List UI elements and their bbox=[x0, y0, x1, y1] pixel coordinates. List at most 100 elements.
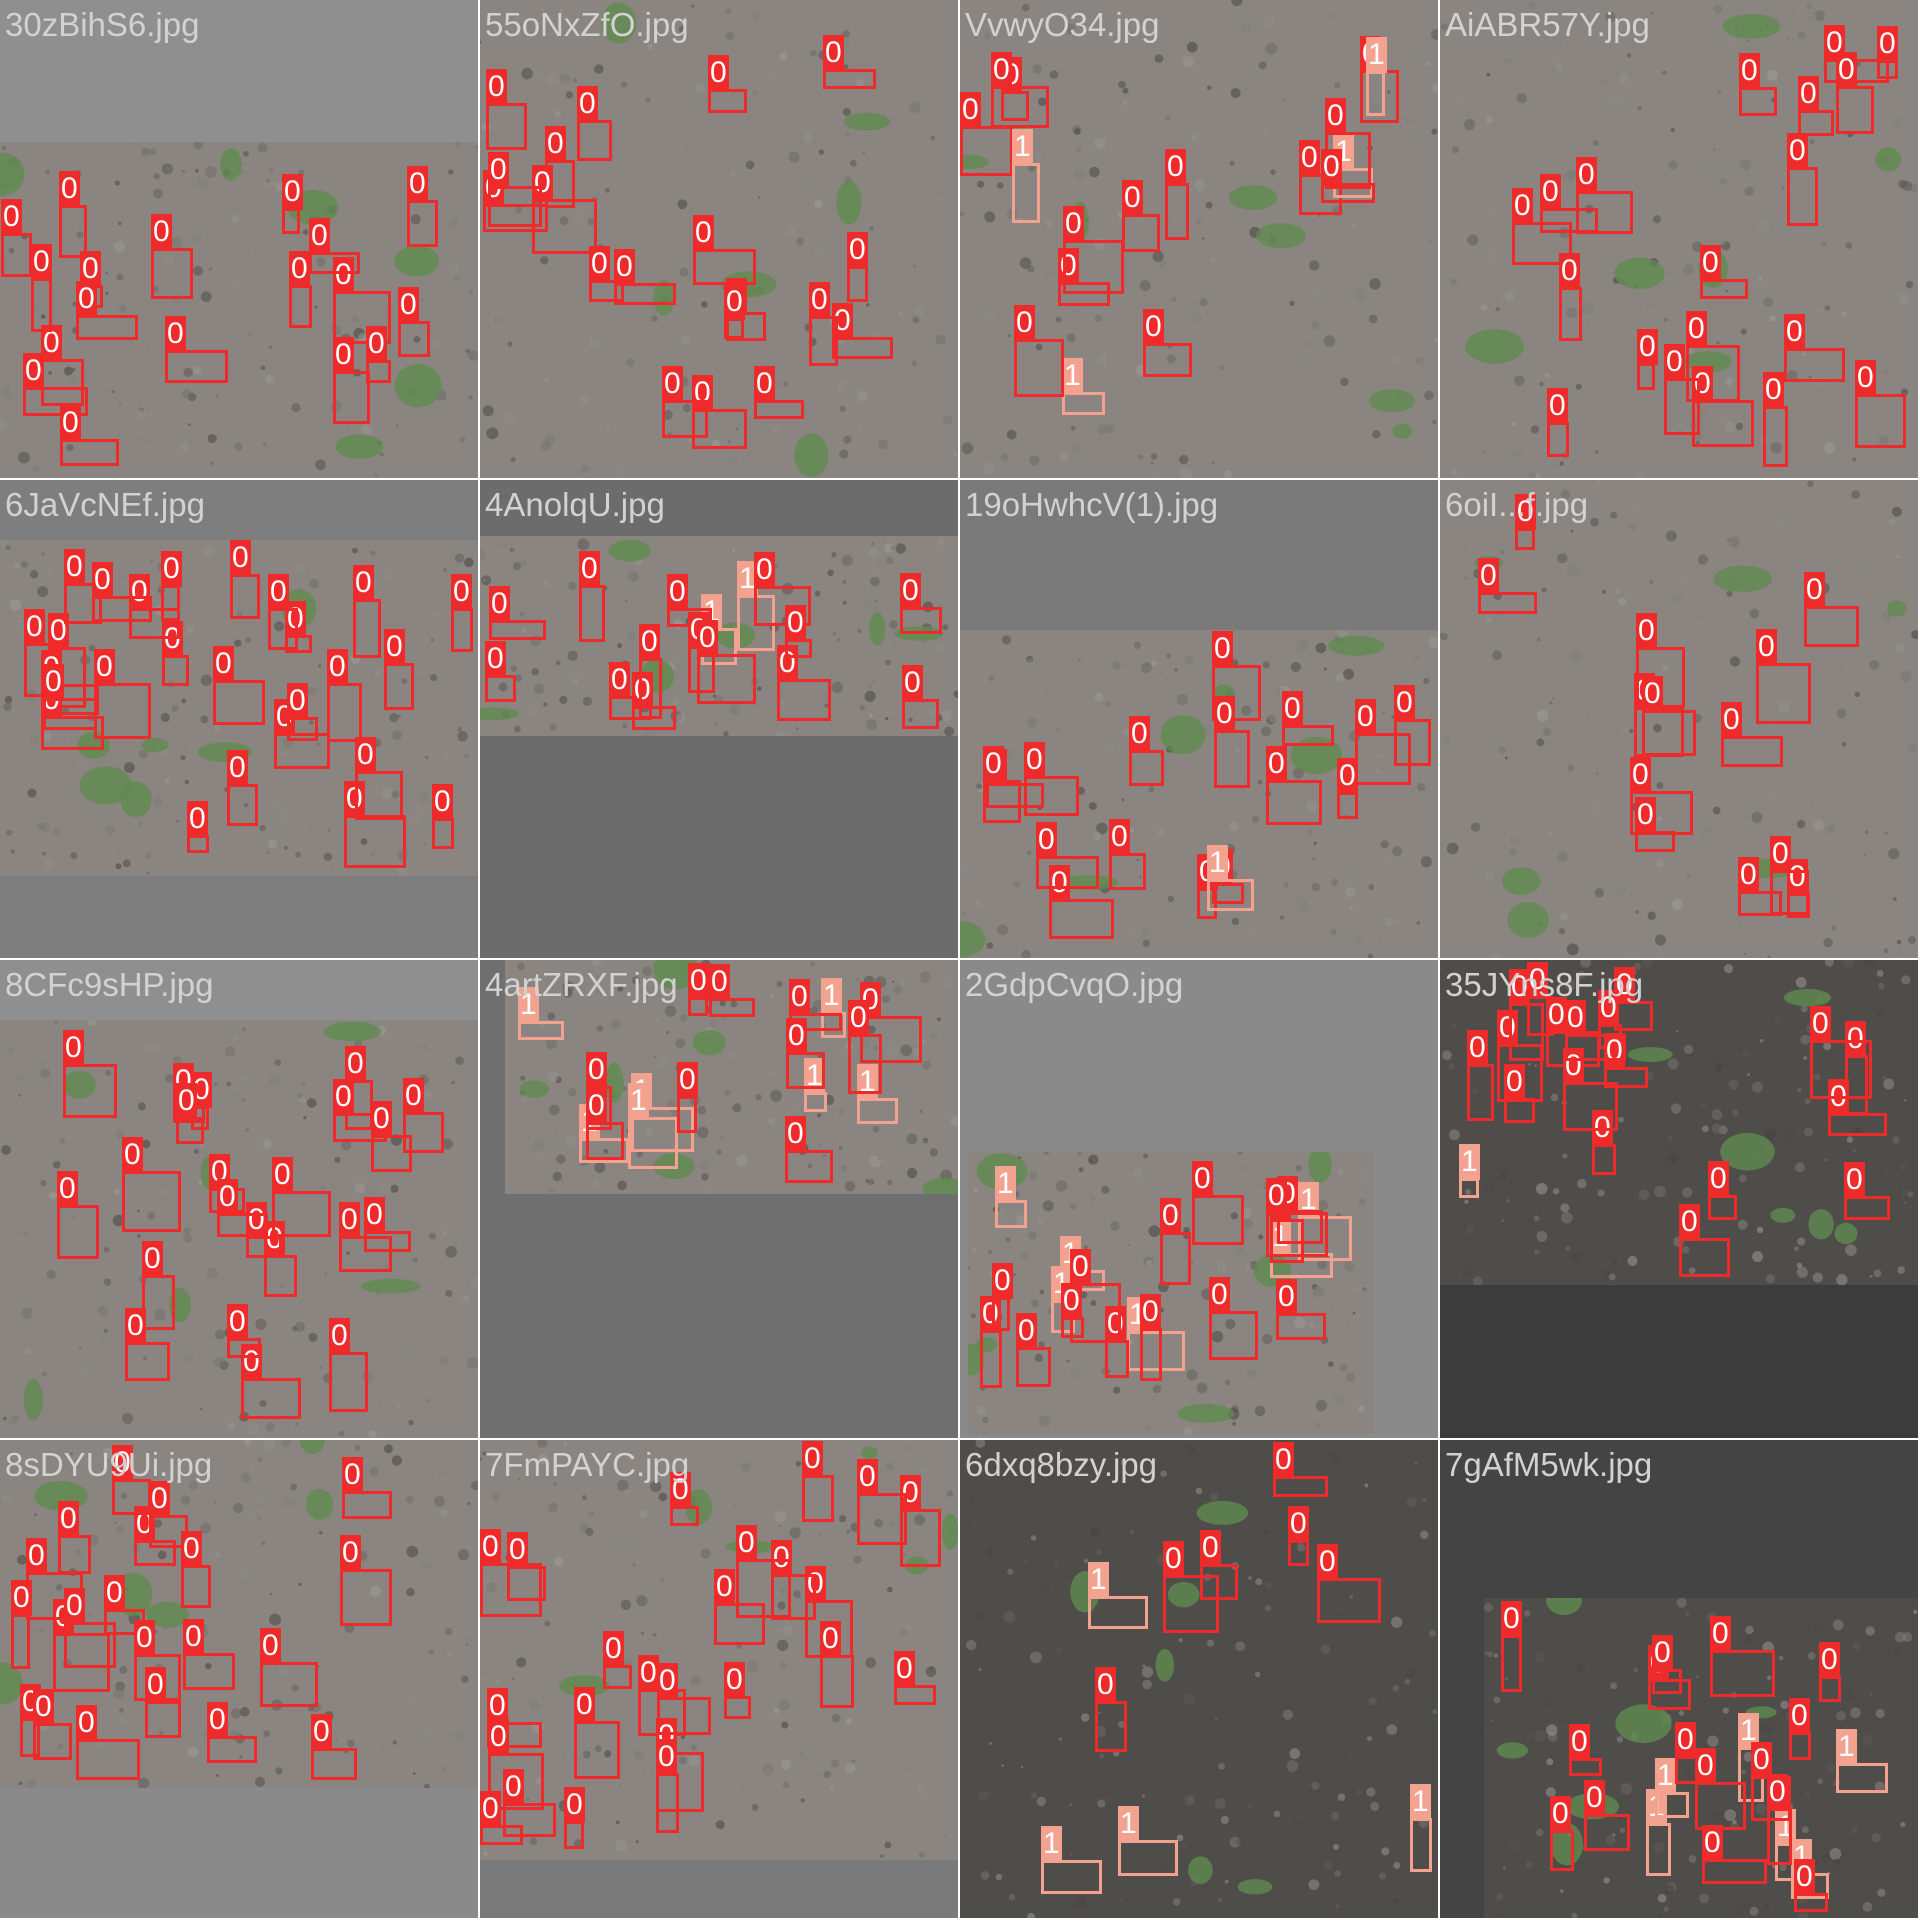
detection-box bbox=[1501, 1635, 1522, 1692]
class-label: 0 bbox=[1266, 746, 1287, 782]
class-label: 0 bbox=[1, 199, 22, 235]
detection-box bbox=[340, 1569, 392, 1626]
detection-box bbox=[631, 1107, 694, 1152]
image-filename: 2GdpCvqO.jpg bbox=[965, 966, 1184, 1003]
class-label: 0 bbox=[480, 1791, 501, 1827]
class-label: 0 bbox=[1642, 676, 1663, 712]
detection-box bbox=[165, 350, 228, 383]
image-tile: 1 1 1 1 0 0 0 0 0 0 6dxq8bzy.jpg bbox=[960, 1440, 1438, 1918]
image-filename: 4artZRXF.jpg bbox=[485, 966, 678, 1003]
image-filename: AiABR57Y.jpg bbox=[1445, 6, 1650, 43]
plant bbox=[1196, 1500, 1249, 1525]
class-label: 0 bbox=[1563, 1048, 1584, 1084]
plant bbox=[1167, 1581, 1200, 1608]
class-label: 0 bbox=[1122, 180, 1143, 216]
detection-box bbox=[1767, 1808, 1792, 1865]
detection-box bbox=[1105, 1340, 1129, 1378]
detection-box bbox=[1652, 1669, 1682, 1694]
plant bbox=[1770, 1207, 1796, 1223]
detection-box bbox=[41, 359, 84, 406]
class-label: 0 bbox=[1337, 758, 1358, 794]
detection-box bbox=[1739, 87, 1777, 116]
class-label: 0 bbox=[1288, 1506, 1309, 1542]
image-tile: 1 0 0 0 0 0 0 0 0 0 0 0 0 0 0 0 0 0 0 35JYns8F.jpg bbox=[1440, 960, 1918, 1438]
detection-box bbox=[230, 574, 260, 619]
class-label: 0 bbox=[1675, 1722, 1696, 1758]
class-label: 0 bbox=[1192, 1161, 1213, 1197]
detection-box bbox=[1317, 1578, 1381, 1623]
detection-box bbox=[1509, 1003, 1544, 1061]
plant bbox=[1160, 715, 1206, 755]
class-label: 1 bbox=[1012, 129, 1033, 165]
class-label: 0 bbox=[1547, 388, 1568, 424]
detection-box bbox=[181, 1565, 211, 1608]
class-label: 0 bbox=[43, 664, 64, 700]
soil-photo bbox=[1440, 480, 1918, 958]
class-label: 0 bbox=[1212, 631, 1233, 667]
detection-box bbox=[1063, 240, 1124, 294]
image-tile: 0 0 0 0 0 0 0 0 0 0 0 0 0 0 0 0 0 0 0 0 0 0 8CFc9sHP.jpg bbox=[0, 960, 478, 1438]
class-label: 0 bbox=[754, 366, 775, 402]
detection-box bbox=[786, 1052, 825, 1089]
detection-box bbox=[1143, 343, 1192, 377]
class-label: 0 bbox=[48, 613, 69, 649]
class-label: 0 bbox=[771, 1540, 792, 1576]
detection-box bbox=[23, 387, 88, 416]
class-label: 0 bbox=[1299, 140, 1320, 176]
detection-box bbox=[960, 126, 1013, 176]
class-label: 0 bbox=[31, 244, 52, 280]
detection-box bbox=[709, 998, 755, 1017]
class-label: 0 bbox=[1501, 1601, 1522, 1637]
class-label: 0 bbox=[1789, 1698, 1810, 1734]
class-label: 0 bbox=[64, 549, 85, 585]
class-label: 0 bbox=[149, 1481, 170, 1517]
image-tile: 0000000010000000019oHwhcV(1).jpg bbox=[960, 480, 1438, 958]
detection-box bbox=[1024, 776, 1079, 816]
detection-box bbox=[1636, 647, 1685, 708]
class-label: 0 bbox=[586, 1052, 607, 1088]
detection-box bbox=[151, 248, 193, 299]
detection-box bbox=[1467, 1064, 1494, 1121]
plant bbox=[1886, 600, 1907, 617]
image-filename: 8sDYU9Ui.jpg bbox=[5, 1446, 213, 1483]
class-label: 0 bbox=[677, 1062, 698, 1098]
detection-box bbox=[1787, 167, 1818, 226]
detection-box bbox=[41, 716, 104, 750]
plant bbox=[1155, 1648, 1175, 1682]
class-label: 0 bbox=[1546, 997, 1567, 1033]
detection-box bbox=[1321, 183, 1375, 203]
class-label: 1 bbox=[1655, 1758, 1676, 1794]
detection-box bbox=[995, 1200, 1027, 1228]
detection-box bbox=[804, 1092, 827, 1112]
class-label: 0 bbox=[364, 1197, 385, 1233]
class-label: 0 bbox=[272, 1157, 293, 1193]
class-label: 0 bbox=[342, 1457, 363, 1493]
class-label: 1 bbox=[804, 1058, 825, 1094]
plant bbox=[601, 2, 637, 44]
class-label: 0 bbox=[564, 1787, 585, 1823]
detection-box bbox=[848, 1034, 882, 1094]
detection-box bbox=[64, 1622, 116, 1668]
class-label: 0 bbox=[785, 605, 806, 641]
class-label: 0 bbox=[1070, 1249, 1091, 1285]
class-label: 0 bbox=[708, 55, 729, 91]
image-tile: 00000000000006oiI...f.jpg bbox=[1440, 480, 1918, 958]
class-label: 0 bbox=[1559, 253, 1580, 289]
detection-box bbox=[991, 86, 1049, 128]
class-label: 0 bbox=[1584, 1780, 1605, 1816]
class-label: 0 bbox=[142, 1241, 163, 1277]
detection-box bbox=[187, 835, 209, 853]
class-label: 0 bbox=[1527, 962, 1548, 998]
class-label: 0 bbox=[289, 251, 310, 287]
class-label: 0 bbox=[1273, 1442, 1294, 1478]
class-label: 0 bbox=[1763, 372, 1784, 408]
class-label: 0 bbox=[134, 1620, 155, 1656]
class-label: 0 bbox=[1165, 149, 1186, 185]
plant bbox=[1465, 329, 1524, 364]
detection-box bbox=[227, 784, 258, 826]
class-label: 0 bbox=[1695, 1748, 1716, 1784]
detection-box bbox=[486, 103, 527, 150]
detection-box bbox=[754, 586, 811, 626]
detection-box bbox=[1770, 870, 1809, 915]
plant bbox=[653, 960, 698, 990]
